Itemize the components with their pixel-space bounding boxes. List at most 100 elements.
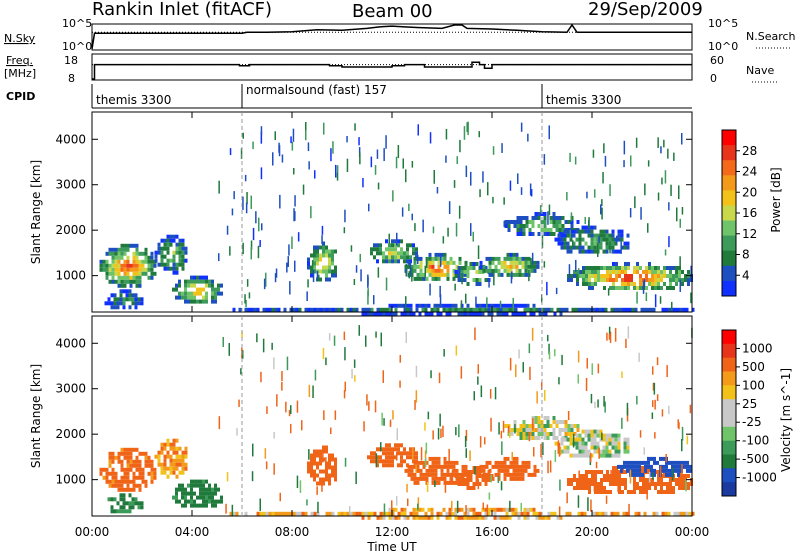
- velocity-cell-12: [635, 464, 638, 469]
- power-cell-2: [119, 289, 123, 294]
- velocity-cell-3: [199, 491, 202, 496]
- power-noise-cell: [257, 245, 260, 259]
- velocity-cell-3: [202, 495, 205, 500]
- velocity-cell-0: [123, 475, 127, 480]
- velocity-noise-cell: [420, 447, 423, 461]
- power-cell-12: [295, 307, 299, 312]
- power-cell-0: [135, 251, 139, 256]
- power-cell-12: [502, 311, 506, 316]
- power-cell-3: [205, 299, 208, 304]
- power-cell-6: [434, 268, 438, 273]
- velocity-cell-10: [611, 441, 615, 446]
- velocity-cell-6: [458, 472, 462, 477]
- velocity-cell-7: [466, 486, 470, 490]
- velocity-cell-13: [412, 507, 416, 512]
- power-cell-1: [166, 246, 170, 251]
- velocity-cell-10: [587, 433, 591, 438]
- power-cell-7: [460, 266, 464, 270]
- velocity-cell-8: [527, 460, 531, 465]
- velocity-cell-4: [313, 453, 316, 458]
- power-cell-12: [523, 311, 527, 316]
- power-cell-8: [494, 264, 498, 269]
- power-cell-2: [119, 297, 123, 302]
- velocity-cell-5: [370, 451, 373, 456]
- velocity-noise-cell: [231, 504, 234, 517]
- power-noise-cell: [244, 174, 247, 182]
- velocity-cell-9: [522, 424, 526, 428]
- velocity-cell-4: [328, 465, 331, 470]
- power-cell-8: [536, 260, 540, 265]
- velocity-cell-13: [499, 507, 503, 512]
- power-cell-12: [505, 303, 509, 308]
- power-noise-cell: [373, 295, 375, 305]
- power-cell-11: [675, 274, 678, 278]
- velocity-cell-13: [295, 511, 299, 516]
- power-cell-0: [129, 275, 133, 280]
- power-cell-12: [445, 307, 449, 312]
- power-cell-9: [519, 216, 523, 220]
- power-cell-0: [120, 283, 124, 288]
- power-cell-11: [597, 266, 600, 270]
- power-cell-11: [603, 278, 606, 282]
- velocity-cell-0: [153, 467, 157, 472]
- power-cell-8: [518, 260, 522, 265]
- velocity-cell-3: [208, 495, 211, 500]
- power-cell-6: [437, 264, 441, 269]
- power-noise-cell: [292, 128, 295, 142]
- velocity-cell-1: [172, 466, 176, 471]
- velocity-cell-11: [612, 466, 615, 470]
- velocity-cell-8: [512, 464, 516, 469]
- velocity-cell-10: [587, 449, 591, 454]
- power-cell-4: [316, 249, 319, 254]
- velocity-cell-6: [431, 472, 435, 477]
- power-cell-0: [135, 283, 139, 288]
- velocity-cell-5: [376, 463, 379, 468]
- power-cell-5: [406, 247, 409, 252]
- power-noise-cell: [272, 152, 274, 166]
- velocity-cell-12: [647, 460, 650, 465]
- power-cell-11: [591, 270, 594, 274]
- velocity-cell-12: [638, 460, 641, 465]
- power-cell-9: [543, 232, 547, 236]
- velocity-cell-0: [129, 479, 133, 484]
- velocity-cell-9: [519, 428, 523, 432]
- velocity-cell-13: [394, 515, 398, 520]
- power-noise-cell: [250, 240, 253, 251]
- power-cell-4: [328, 249, 331, 254]
- power-cell-12: [394, 307, 398, 312]
- velocity-noise-cell: [577, 350, 580, 363]
- velocity-cell-0: [129, 487, 133, 492]
- velocity-cell-6: [461, 468, 465, 473]
- power-cell-0: [147, 275, 151, 280]
- power-cell-2: [137, 301, 141, 306]
- velocity-cell-10: [596, 429, 600, 434]
- velocity-cell-11: [642, 486, 645, 490]
- power-cell-12: [499, 311, 503, 316]
- velocity-noise-cell: [392, 410, 394, 420]
- velocity-cell-11: [600, 470, 603, 474]
- velocity-cell-6: [410, 464, 414, 469]
- power-cell-11: [651, 274, 654, 278]
- velocity-cell-5: [394, 455, 397, 460]
- velocity-colorbar-swatch: [722, 371, 736, 386]
- power-cell-11: [576, 278, 579, 282]
- velocity-cell-7: [469, 478, 473, 482]
- power-cell-11: [687, 270, 690, 274]
- power-cell-5: [382, 259, 385, 264]
- power-cell-0: [123, 267, 127, 272]
- power-noise-cell: [242, 242, 244, 255]
- velocity-noise-cell: [502, 420, 505, 433]
- velocity-cell-11: [636, 482, 639, 486]
- velocity-cell-13: [475, 515, 479, 520]
- power-cell-6: [449, 260, 453, 265]
- velocity-cell-0: [108, 455, 112, 460]
- velocity-cell-8: [524, 460, 528, 465]
- velocity-cell-1: [175, 438, 179, 443]
- power-noise-cell: [644, 183, 646, 196]
- velocity-cell-8: [491, 464, 495, 469]
- power-cell-10: [626, 245, 630, 250]
- power-cell-1: [181, 266, 185, 271]
- power-cell-11: [570, 274, 573, 278]
- velocity-noise-cell: [652, 400, 654, 407]
